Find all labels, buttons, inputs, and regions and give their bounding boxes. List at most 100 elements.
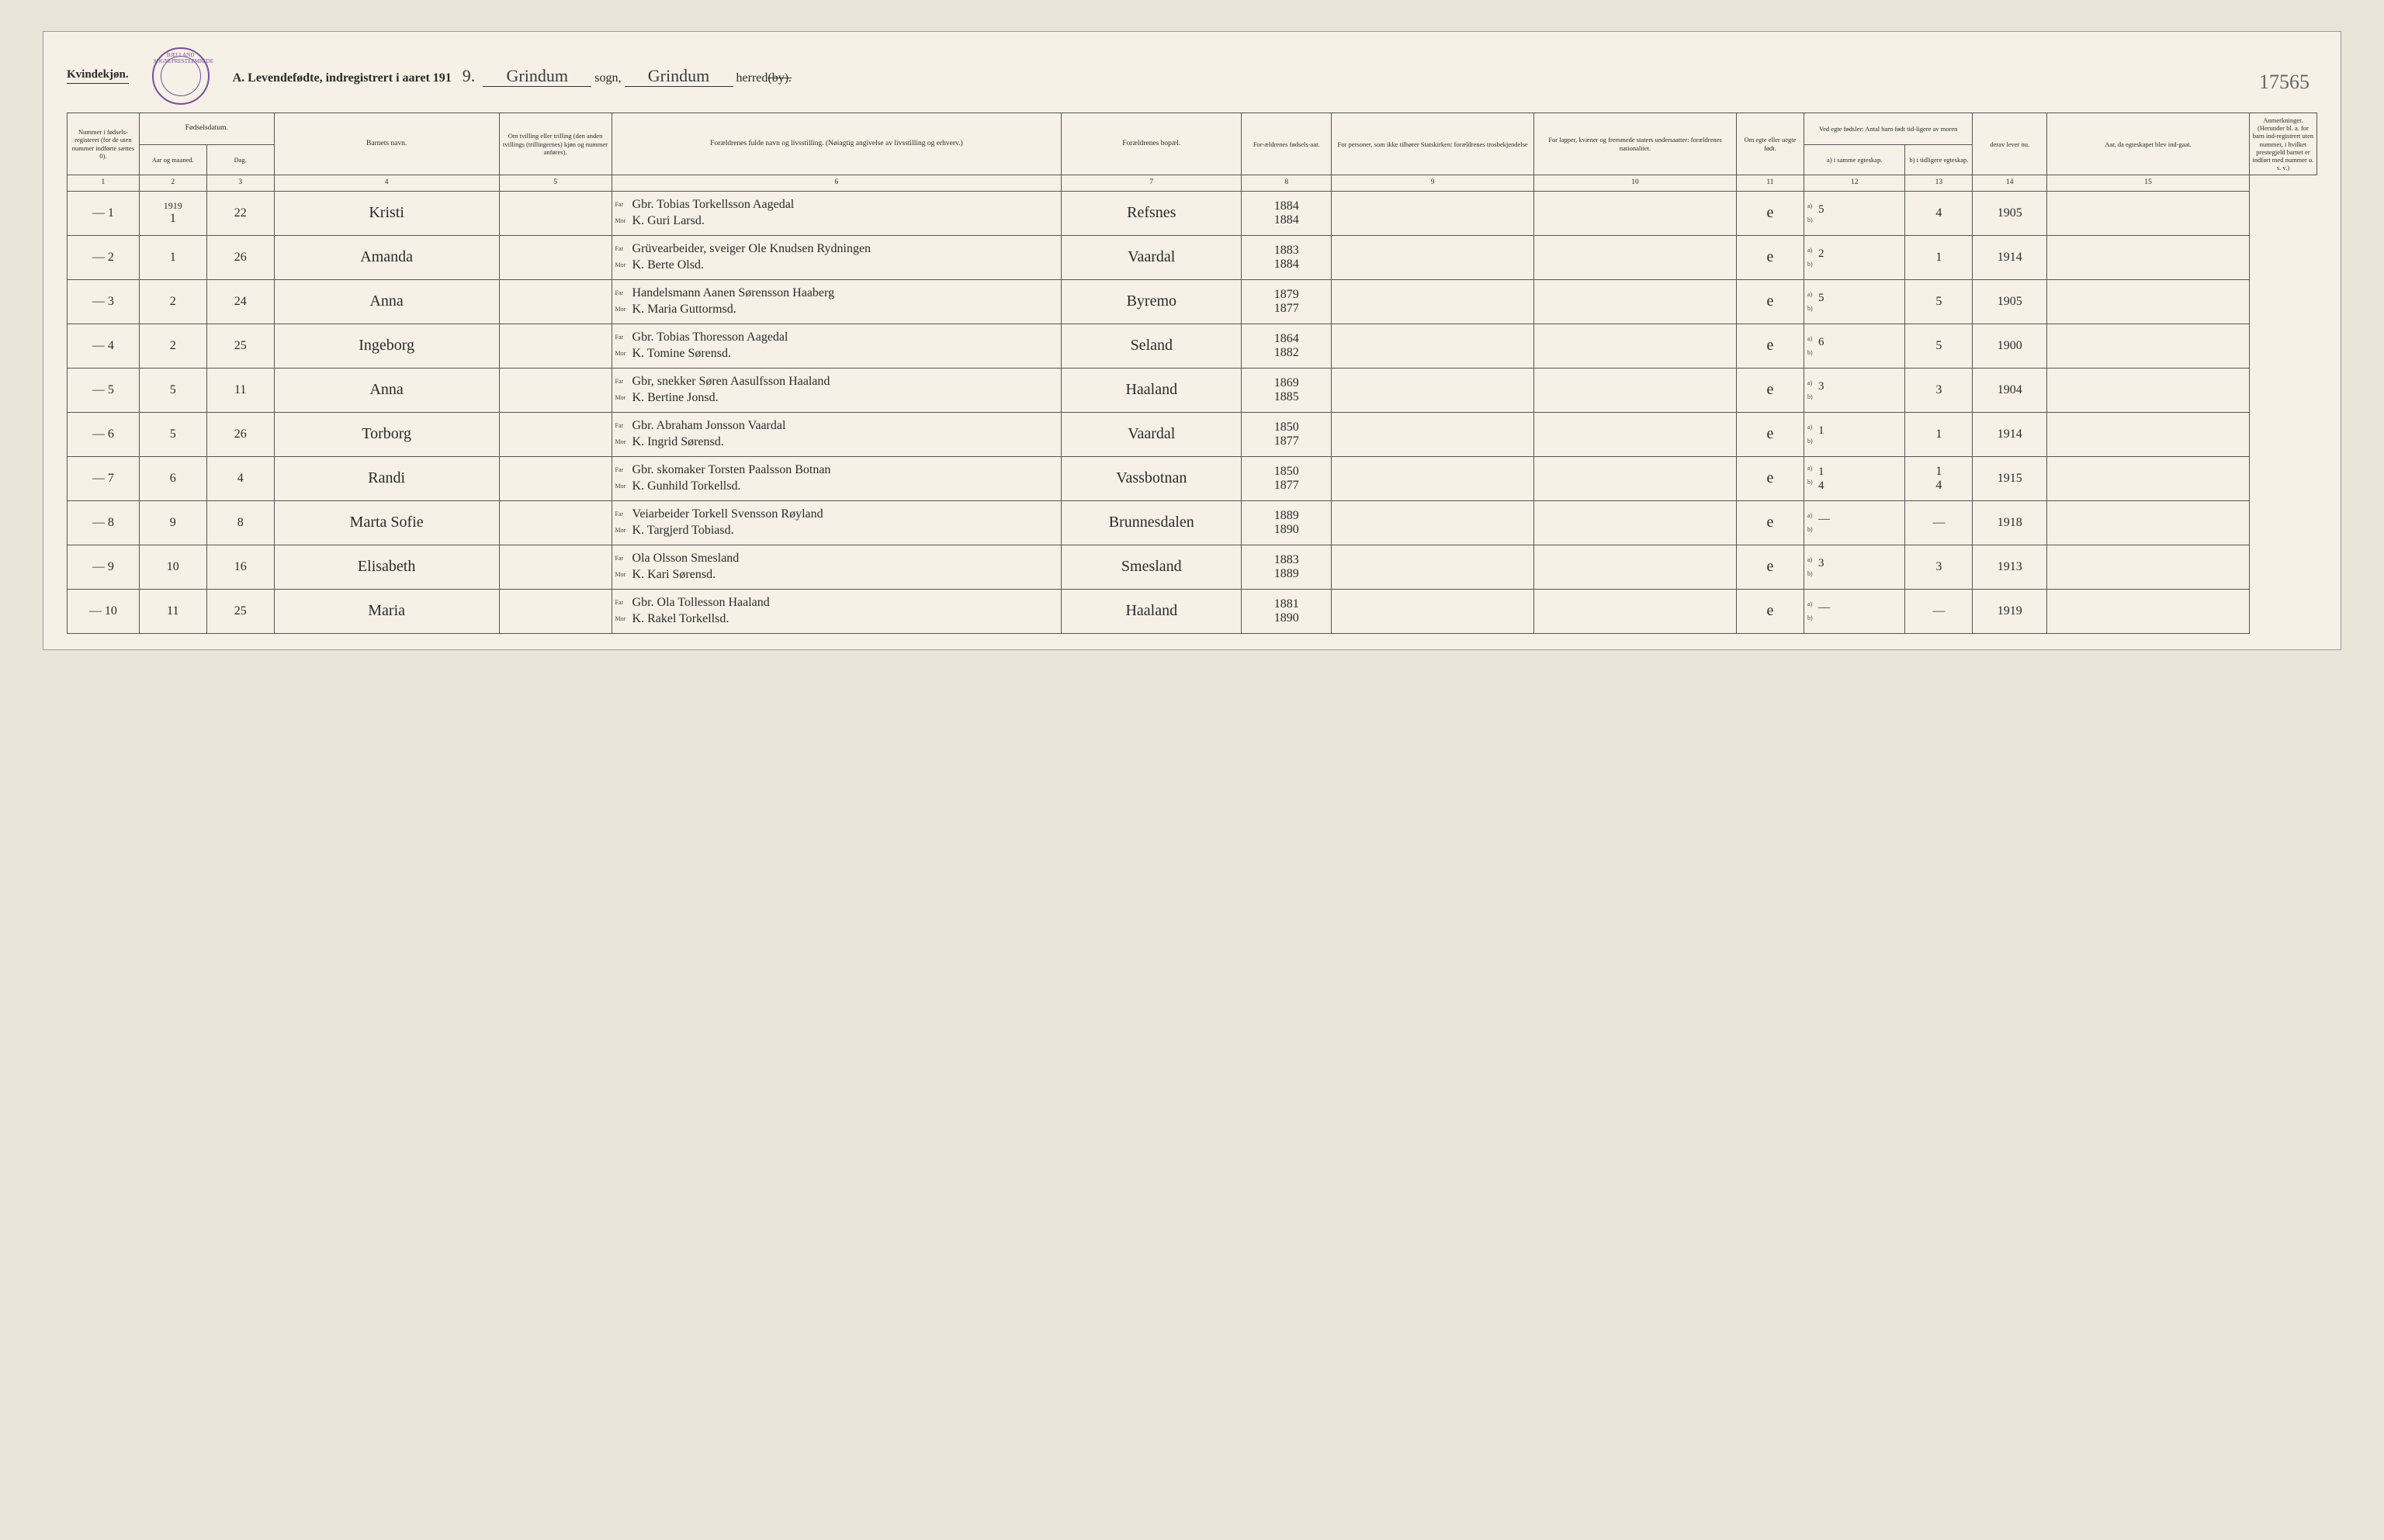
religion xyxy=(1332,279,1534,324)
nationality xyxy=(1534,279,1737,324)
year-month: 9 xyxy=(139,500,206,545)
nationality xyxy=(1534,589,1737,633)
table-header: Nummer i fødsels-registeret (for de uten… xyxy=(68,113,2317,192)
parent-birth-years: 18811890 xyxy=(1242,589,1332,633)
legitimate: e xyxy=(1737,456,1804,500)
remarks xyxy=(2047,191,2250,235)
residence: Refsnes xyxy=(1062,191,1242,235)
residence: Byremo xyxy=(1062,279,1242,324)
day: 4 xyxy=(206,456,274,500)
remarks xyxy=(2047,589,2250,633)
remarks xyxy=(2047,545,2250,589)
child-name: Ingeborg xyxy=(274,324,499,368)
child-name: Kristi xyxy=(274,191,499,235)
marriage-year: 1900 xyxy=(1973,324,2047,368)
table-row: — 6 5 26 Torborg FarGbr. Abraham Jonsson… xyxy=(68,412,2317,456)
twin-info xyxy=(499,500,612,545)
sogn-value: Grindum xyxy=(507,66,568,85)
row-number: — 10 xyxy=(68,589,140,633)
sogn-label: sogn, xyxy=(594,71,621,85)
colnum: 13 xyxy=(1905,175,1973,191)
children-alive: 4 xyxy=(1905,191,1973,235)
herred-value: Grindum xyxy=(648,66,709,85)
marriage-year: 1913 xyxy=(1973,545,2047,589)
col-10-header: For lapper, kvæner og fremmede staters u… xyxy=(1534,113,1737,175)
year-month: 19191 xyxy=(139,191,206,235)
child-name: Elisabeth xyxy=(274,545,499,589)
legitimate: e xyxy=(1737,500,1804,545)
children-alive: — xyxy=(1905,500,1973,545)
day: 24 xyxy=(206,279,274,324)
parent-birth-years: 18501877 xyxy=(1242,412,1332,456)
residence: Brunnesdalen xyxy=(1062,500,1242,545)
col-15-header: Anmerkninger. (Herunder bl. a. for barn … xyxy=(2249,113,2316,175)
gender-heading: Kvindekjøn. xyxy=(67,68,129,84)
parents-cell: FarGbr. Tobias Torkellsson Aagedal MorK.… xyxy=(612,191,1062,235)
herred-label: herred xyxy=(736,71,768,85)
col-5-header: Om tvilling eller trilling (den anden tv… xyxy=(499,113,612,175)
year-month: 11 xyxy=(139,589,206,633)
parents-cell: FarVeiarbeider Torkell Svensson Røyland … xyxy=(612,500,1062,545)
residence: Haaland xyxy=(1062,589,1242,633)
nationality xyxy=(1534,412,1737,456)
child-name: Randi xyxy=(274,456,499,500)
table-row: — 7 6 4 Randi FarGbr. skomaker Torsten P… xyxy=(68,456,2317,500)
row-number: — 6 xyxy=(68,412,140,456)
child-name: Marta Sofie xyxy=(274,500,499,545)
col-1-header: Nummer i fødsels-registeret (for de uten… xyxy=(68,113,140,175)
col-13-header: derav lever nu. xyxy=(1973,113,2047,175)
stamp-text: BJELLAND SOGNEPRESTEEMBEDE xyxy=(154,52,208,64)
parents-cell: FarGbr. Abraham Jonsson Vaardal MorK. In… xyxy=(612,412,1062,456)
column-number-row: 1 2 3 4 5 6 7 8 9 10 11 12 13 14 15 xyxy=(68,175,2317,191)
col-14-header: Aar, da egteskapet blev ind-gaat. xyxy=(2047,113,2250,175)
table-body: — 1 19191 22 Kristi FarGbr. Tobias Torke… xyxy=(68,191,2317,633)
col-8-header: For-ældrenes fødsels-aar. xyxy=(1242,113,1332,175)
year-month: 5 xyxy=(139,412,206,456)
page-number: 17565 xyxy=(2259,71,2310,94)
religion xyxy=(1332,235,1534,279)
twin-info xyxy=(499,191,612,235)
religion xyxy=(1332,412,1534,456)
col-11-header: Om egte eller uegte født. xyxy=(1737,113,1804,175)
parent-birth-years: 18691885 xyxy=(1242,368,1332,412)
marriage-year: 1914 xyxy=(1973,412,2047,456)
col-9-header: For personer, som ikke tilhører Statskir… xyxy=(1332,113,1534,175)
children-alive: 1 xyxy=(1905,235,1973,279)
marriage-year: 1905 xyxy=(1973,279,2047,324)
header-row: Kvindekjøn. BJELLAND SOGNEPRESTEEMBEDE A… xyxy=(67,47,2317,105)
day: 26 xyxy=(206,235,274,279)
remarks xyxy=(2047,500,2250,545)
year-month: 2 xyxy=(139,324,206,368)
nationality xyxy=(1534,368,1737,412)
nationality xyxy=(1534,545,1737,589)
table-row: — 1 19191 22 Kristi FarGbr. Tobias Torke… xyxy=(68,191,2317,235)
legitimate: e xyxy=(1737,324,1804,368)
row-number: — 3 xyxy=(68,279,140,324)
table-row: — 2 1 26 Amanda FarGrüvearbeider, sveige… xyxy=(68,235,2317,279)
marriage-year: 1918 xyxy=(1973,500,2047,545)
colnum: 8 xyxy=(1242,175,1332,191)
twin-info xyxy=(499,545,612,589)
table-row: — 5 5 11 Anna FarGbr, snekker Søren Aasu… xyxy=(68,368,2317,412)
children-alive: 5 xyxy=(1905,324,1973,368)
residence: Vaardal xyxy=(1062,235,1242,279)
table-row: — 9 10 16 Elisabeth FarOla Olsson Smesla… xyxy=(68,545,2317,589)
child-name: Amanda xyxy=(274,235,499,279)
twin-info xyxy=(499,589,612,633)
parents-cell: FarGbr. Tobias Thoresson Aagedal MorK. T… xyxy=(612,324,1062,368)
twin-info xyxy=(499,412,612,456)
colnum: 2 xyxy=(139,175,206,191)
title-line: A. Levendefødte, indregistrert i aaret 1… xyxy=(233,66,2317,87)
table-row: — 8 9 8 Marta Sofie FarVeiarbeider Torke… xyxy=(68,500,2317,545)
marriage-year: 1904 xyxy=(1973,368,2047,412)
children-alive: 1 xyxy=(1905,412,1973,456)
children-alive: 3 xyxy=(1905,368,1973,412)
twin-info xyxy=(499,324,612,368)
col-6-header: Forældrenes fulde navn og livsstilling. … xyxy=(612,113,1062,175)
religion xyxy=(1332,500,1534,545)
religion xyxy=(1332,545,1534,589)
religion xyxy=(1332,456,1534,500)
row-number: — 8 xyxy=(68,500,140,545)
remarks xyxy=(2047,324,2250,368)
parents-cell: FarHandelsmann Aanen Sørensson Haaberg M… xyxy=(612,279,1062,324)
